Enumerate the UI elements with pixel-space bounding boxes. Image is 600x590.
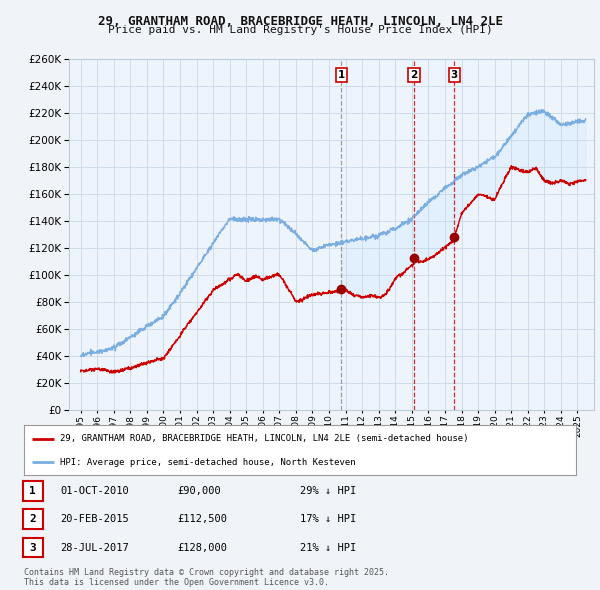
Text: 29, GRANTHAM ROAD, BRACEBRIDGE HEATH, LINCOLN, LN4 2LE (semi-detached house): 29, GRANTHAM ROAD, BRACEBRIDGE HEATH, LI… bbox=[60, 434, 469, 443]
Text: £128,000: £128,000 bbox=[177, 543, 227, 552]
Text: 29, GRANTHAM ROAD, BRACEBRIDGE HEATH, LINCOLN, LN4 2LE: 29, GRANTHAM ROAD, BRACEBRIDGE HEATH, LI… bbox=[97, 15, 503, 28]
Text: HPI: Average price, semi-detached house, North Kesteven: HPI: Average price, semi-detached house,… bbox=[60, 458, 356, 467]
Text: Price paid vs. HM Land Registry's House Price Index (HPI): Price paid vs. HM Land Registry's House … bbox=[107, 25, 493, 35]
Text: 3: 3 bbox=[29, 543, 36, 552]
Text: £112,500: £112,500 bbox=[177, 514, 227, 524]
Text: 1: 1 bbox=[338, 70, 345, 80]
Text: 1: 1 bbox=[29, 486, 36, 496]
Text: Contains HM Land Registry data © Crown copyright and database right 2025.
This d: Contains HM Land Registry data © Crown c… bbox=[24, 568, 389, 587]
Text: 01-OCT-2010: 01-OCT-2010 bbox=[60, 486, 129, 496]
Text: £90,000: £90,000 bbox=[177, 486, 221, 496]
Text: 2: 2 bbox=[410, 70, 418, 80]
Text: 29% ↓ HPI: 29% ↓ HPI bbox=[300, 486, 356, 496]
Text: 2: 2 bbox=[29, 514, 36, 524]
Text: 20-FEB-2015: 20-FEB-2015 bbox=[60, 514, 129, 524]
Text: 21% ↓ HPI: 21% ↓ HPI bbox=[300, 543, 356, 552]
Text: 3: 3 bbox=[451, 70, 458, 80]
Text: 17% ↓ HPI: 17% ↓ HPI bbox=[300, 514, 356, 524]
Text: 28-JUL-2017: 28-JUL-2017 bbox=[60, 543, 129, 552]
